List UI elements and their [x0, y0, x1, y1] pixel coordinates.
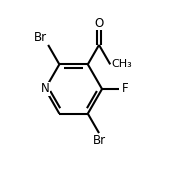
Text: F: F [122, 82, 128, 96]
Text: N: N [41, 82, 50, 96]
Text: Br: Br [34, 31, 47, 44]
Text: CH₃: CH₃ [111, 59, 132, 69]
Text: Br: Br [93, 134, 106, 147]
Text: O: O [94, 17, 104, 30]
